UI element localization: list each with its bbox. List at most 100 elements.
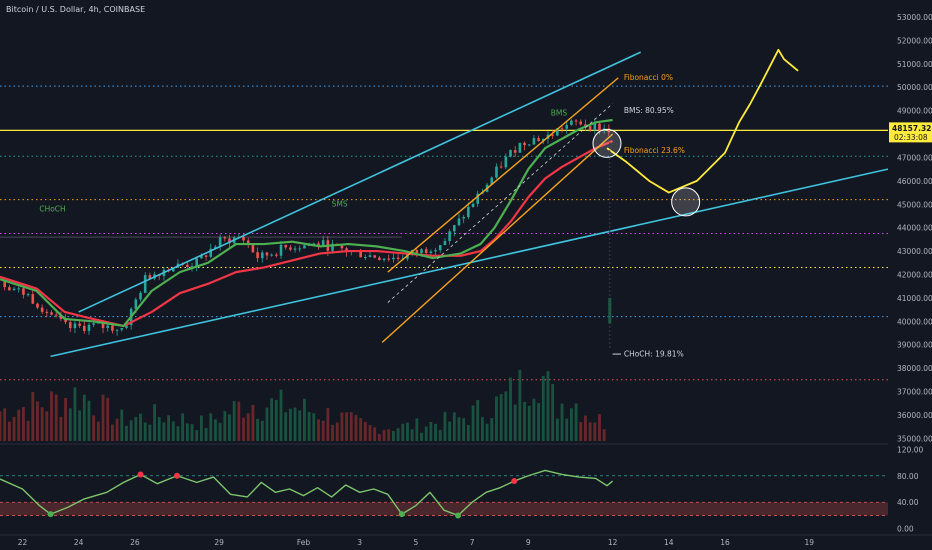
price-tick-label: 47000.00 — [897, 153, 932, 162]
candle-body — [387, 258, 391, 260]
volume-bar — [569, 408, 573, 441]
rsi-oversold-marker — [47, 511, 54, 518]
volume-bar — [406, 422, 409, 441]
candle-body — [565, 124, 569, 129]
volume-bar — [518, 369, 522, 441]
volume-bar — [199, 415, 203, 441]
candle-body — [532, 138, 536, 145]
candle-body — [298, 248, 302, 250]
ema-fast-line — [0, 118, 613, 328]
time-tick-label: 19 — [805, 538, 815, 547]
volume-bar — [134, 416, 138, 441]
volume-bar — [298, 410, 302, 441]
volume-bar — [452, 412, 456, 441]
candle-body — [462, 217, 465, 219]
candle-body — [340, 244, 344, 249]
volume-bar — [410, 429, 414, 441]
volume-bar — [331, 424, 334, 441]
volume-bar — [148, 424, 152, 441]
volume-bar — [345, 412, 348, 441]
candle-body — [83, 325, 86, 331]
volume-bar — [401, 423, 405, 441]
candle-body — [513, 150, 517, 153]
channel-midline — [387, 103, 613, 303]
volume-bar — [527, 405, 531, 441]
volume-bar — [382, 429, 386, 441]
candle-body — [420, 249, 423, 254]
volume-bar — [78, 410, 82, 441]
candle-body — [40, 307, 44, 312]
volume-bar — [125, 425, 128, 441]
candle-body — [331, 243, 334, 251]
volume-bar — [396, 428, 400, 441]
volume-bar — [251, 404, 255, 441]
price-tick-label: 41000.00 — [897, 294, 932, 303]
volume-bar — [181, 413, 185, 441]
price-tick-label: 36000.00 — [897, 411, 932, 420]
candle-body — [518, 142, 522, 153]
volume-bar — [167, 415, 171, 441]
volume-bar — [157, 417, 161, 441]
candle-body — [527, 144, 531, 146]
volume-bar — [228, 414, 231, 441]
volume-bar — [265, 407, 269, 441]
chart-title: Bitcoin / U.S. Dollar, 4h, COINBASE — [6, 5, 146, 14]
candle-body — [443, 241, 447, 246]
volume-bar — [223, 411, 227, 441]
volume-bar — [214, 419, 217, 441]
volume-bar — [260, 420, 264, 441]
rsi-pane[interactable]: 120.00 80.00 40.00 0.00 — [0, 445, 923, 534]
candle-body — [59, 315, 63, 319]
volume-bar — [574, 403, 578, 441]
volume-bar — [3, 408, 7, 441]
candle-body — [537, 138, 540, 142]
candle-body — [607, 128, 611, 133]
candle-body — [275, 254, 278, 256]
volume-bar — [22, 406, 25, 441]
annotation-choch-pct: CHoCH: 19.81% — [624, 349, 684, 358]
candle-body — [22, 288, 25, 295]
volume-bar — [209, 413, 213, 441]
volume-bar — [68, 408, 72, 441]
volume-bar — [87, 400, 91, 441]
annotation-bms-top: BMS — [551, 108, 568, 117]
rsi-overbought-marker — [511, 478, 518, 485]
volume-bar — [495, 396, 498, 441]
volume-bar — [565, 418, 569, 441]
volume-bar — [448, 421, 452, 441]
candle-body — [293, 248, 297, 250]
rsi-line — [0, 469, 614, 517]
candle-body — [195, 258, 199, 267]
candle-body — [509, 150, 512, 157]
candle-body — [3, 281, 6, 288]
volume-bar — [242, 417, 245, 441]
candle-body — [270, 254, 273, 256]
time-axis[interactable]: 22 24 26 29 Feb 3 5 7 9 12 14 16 19 — [0, 534, 932, 547]
candle-body — [345, 248, 348, 252]
price-tick-label: 40000.00 — [897, 317, 932, 326]
candle-body — [190, 266, 194, 268]
price-tick-label: 35000.00 — [897, 434, 932, 443]
rsi-overbought-marker — [174, 472, 181, 479]
candle-body — [50, 312, 53, 315]
volume-bar — [303, 398, 306, 441]
volume-bar — [392, 430, 395, 441]
price-tick-label: 39000.00 — [897, 341, 932, 350]
price-tag-value: 48157.32 — [892, 124, 931, 133]
annotation-fib-0: Fibonacci 0% — [624, 73, 673, 82]
candle-body — [598, 123, 601, 131]
volume-bar — [555, 418, 559, 441]
volume-bar — [284, 412, 288, 441]
candle-body — [214, 246, 217, 249]
volume-bar — [312, 413, 316, 441]
volume-bar — [185, 423, 189, 441]
volume-bar — [340, 412, 344, 441]
volume-bar — [537, 403, 541, 441]
volume-bar — [546, 371, 550, 441]
candle-body — [228, 238, 231, 244]
volume-bar — [7, 421, 11, 441]
volume-bar — [129, 420, 133, 441]
